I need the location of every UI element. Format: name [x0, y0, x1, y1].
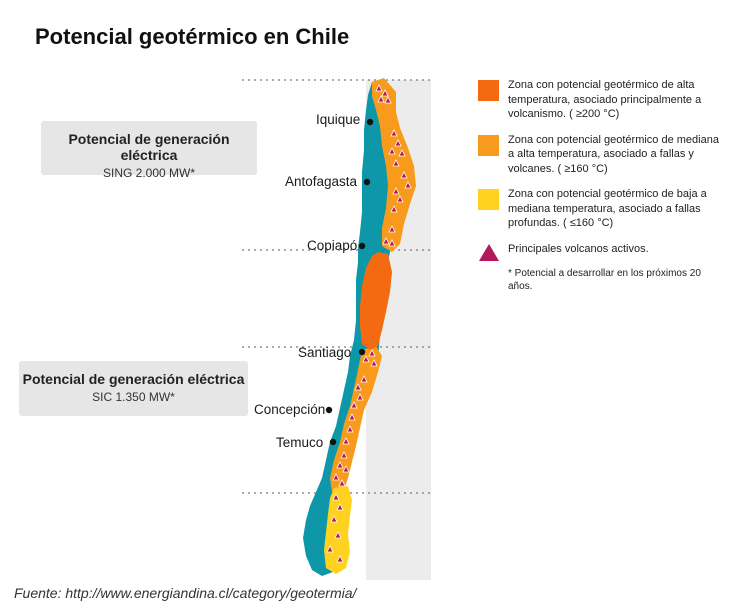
volcano-icon [377, 95, 385, 103]
volcano-icon [354, 383, 362, 391]
legend-text-low: Zona con potencial geotérmico de baja a … [508, 188, 707, 229]
chile-landmass [303, 80, 412, 576]
city-dots [325, 118, 374, 446]
volcano-icon [332, 473, 340, 481]
legend-item-low: Zona con potencial geotérmico de baja a … [478, 187, 728, 231]
legend-text-volcano: Principales volcanos activos. [508, 242, 649, 255]
city-dot-copiapo [358, 242, 366, 250]
volcano-icon [348, 413, 356, 421]
city-label-concepcion: Concepción [254, 402, 326, 417]
legend-text-high: Zona con potencial geotérmico de alta te… [508, 79, 702, 120]
volcano-icon [390, 129, 398, 137]
volcano-icon [370, 359, 378, 367]
city-label-temuco: Temuco [276, 435, 324, 450]
volcano-icon [382, 237, 390, 245]
volcano-icon [326, 545, 334, 553]
sing-potential-value: SING 2.000 MW* [102, 166, 196, 180]
volcano-icon [394, 139, 402, 147]
city-dot-concepcion [325, 406, 333, 414]
page-title: Potencial geotérmico en Chile [35, 24, 350, 49]
volcano-icon [404, 181, 412, 189]
volcano-icon [342, 465, 350, 473]
volcano-icon [388, 239, 396, 247]
volcano-icon [388, 225, 396, 233]
volcano-icon [336, 503, 344, 511]
volcano-icon [356, 393, 364, 401]
volcano-icon [388, 147, 396, 155]
source-credit: Fuente: http://www.energiandina.cl/categ… [14, 585, 357, 601]
sing-potential-box: Potencial de generación eléctrica SING 2… [41, 121, 257, 180]
volcano-icon [334, 531, 342, 539]
volcano-icon [368, 349, 376, 357]
volcano-icon [384, 96, 392, 104]
city-label-santiago: Santiago [298, 345, 352, 360]
volcano-icon [332, 493, 340, 501]
volcano-icon [338, 479, 346, 487]
map-legend: Zona con potencial geotérmico de alta te… [478, 78, 728, 293]
zone-high [360, 252, 392, 350]
volcano-icon [346, 425, 354, 433]
city-label-copiapo: Copiapó [307, 238, 358, 253]
volcano-icon [360, 375, 368, 383]
legend-item-volcano: Principales volcanos activos. [478, 242, 728, 261]
volcano-icon [340, 451, 348, 459]
volcano-icon [392, 187, 400, 195]
volcano-icon [381, 89, 389, 97]
volcano-icon [342, 437, 350, 445]
volcano-icon [330, 515, 338, 523]
volcano-icon [336, 461, 344, 469]
legend-swatch-high [478, 80, 499, 101]
city-dot-antofagasta [363, 178, 371, 186]
volcano-icon [400, 171, 408, 179]
sic-potential-box: Potencial de generación eléctrica SIC 1.… [19, 361, 248, 416]
volcano-icon [375, 84, 383, 92]
volcano-markers [326, 84, 412, 563]
sic-potential-value: SIC 1.350 MW* [92, 390, 175, 404]
volcano-icon [390, 205, 398, 213]
volcano-icon [392, 159, 400, 167]
legend-swatch-low [478, 189, 499, 210]
city-dot-santiago [358, 348, 366, 356]
volcano-icon [396, 195, 404, 203]
city-label-iquique: Iquique [316, 112, 361, 127]
city-dot-temuco [329, 438, 337, 446]
volcano-icon [479, 243, 499, 261]
volcano-icon [350, 401, 358, 409]
legend-footnote: * Potencial a desarrollar en los próximo… [508, 268, 701, 292]
city-label-antofagasta: Antofagasta [285, 174, 358, 189]
region-dividers [242, 79, 430, 494]
city-dot-iquique [366, 118, 374, 126]
sic-potential-title: Potencial de generación eléctrica [22, 371, 245, 387]
legend-swatch-medium [478, 134, 499, 156]
legend-item-medium: Zona con potencial geotérmico de mediana… [478, 133, 728, 177]
sing-potential-title: Potencial de generación eléctrica [68, 131, 230, 163]
volcano-icon [362, 355, 370, 363]
volcano-icon [336, 555, 344, 563]
legend-item-high: Zona con potencial geotérmico de alta te… [478, 78, 728, 122]
volcano-icon [398, 149, 406, 157]
legend-text-medium: Zona con potencial geotérmico de mediana… [508, 133, 719, 175]
